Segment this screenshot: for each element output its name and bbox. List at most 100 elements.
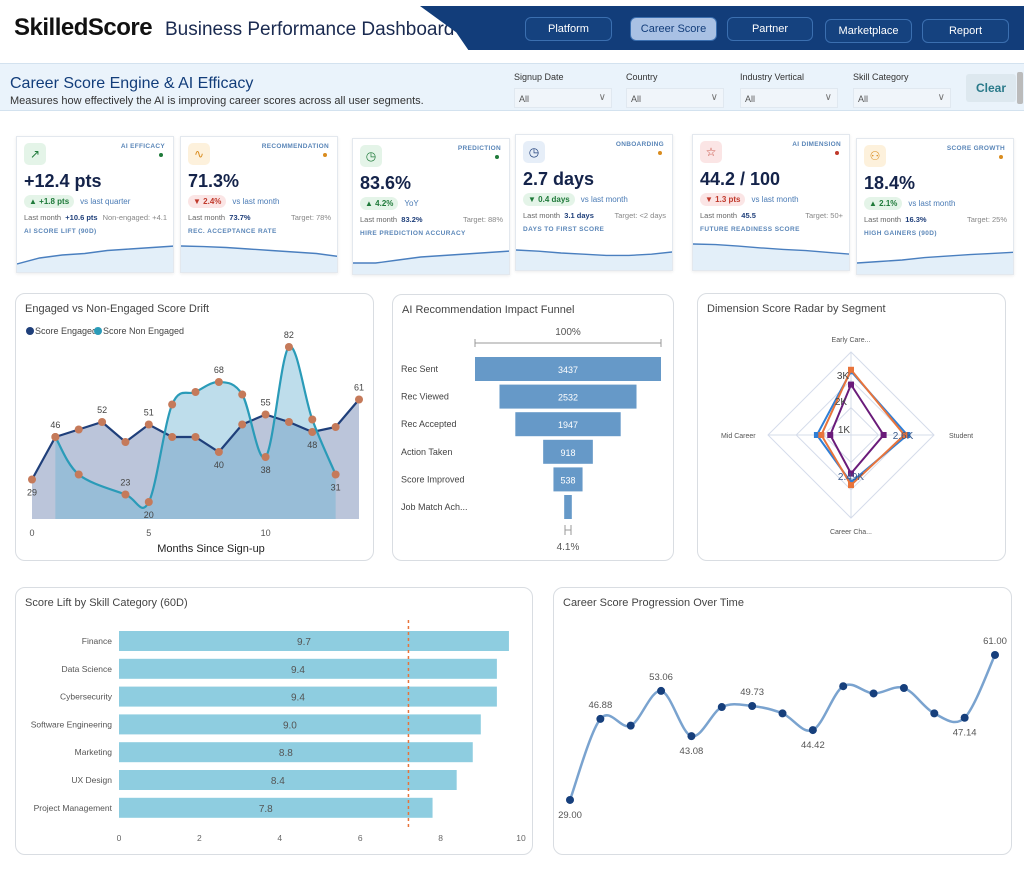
funnel-bar [543,439,593,464]
data-label: 61 [354,383,364,393]
x-tick-label: 6 [358,833,363,843]
radar-point [848,381,854,388]
legend-marker [94,327,102,335]
funnel-value: 1947 [558,420,578,430]
nav-partner[interactable]: Partner [727,17,813,41]
sparkline [693,243,849,270]
nav-marketplace[interactable]: Marketplace [825,19,912,43]
funnel-bar [553,467,583,492]
data-label: 29 [27,488,37,498]
filter-label: Signup Date [514,72,564,82]
data-label: 38 [261,465,271,475]
x-tick-label: 0 [29,528,34,538]
category-label: UX Design [71,775,112,785]
category-label: Software Engineering [31,719,113,729]
kpi-tag: RECOMMENDATION [261,143,329,150]
bar-value-label: 9.4 [291,693,305,704]
drift-chart-card: Engaged vs Non-Engaged Score Drift Score… [15,293,374,561]
scrollbar[interactable] [1017,72,1023,104]
kpi-card-onboarding: ◷ ONBOARDING 2.7 days ▼ 0.4 days vs last … [515,134,673,271]
legend-item: Score Non Engaged [94,326,184,336]
filter-dropdown[interactable]: All ∨ [853,88,951,108]
chart-title: AI Recommendation Impact Funnel [402,304,575,316]
compare-label: vs last quarter [80,197,131,206]
kpi-name: REC. ACCEPTANCE RATE [188,228,277,235]
data-label: 61.00 [983,636,1007,647]
clear-filters-button[interactable]: Clear [966,74,1016,102]
last-month: Last month 83.2% [360,215,423,224]
bar-value-label: 9.0 [283,720,297,731]
status-dot [159,153,163,157]
kpi-card-ai-dimension: ☆ AI DIMENSION 44.2 / 100 ▼ 1.3 pts vs la… [692,134,850,271]
x-tick-label: 10 [516,833,526,843]
change-badge: ▲ 2.1% [864,197,903,210]
skill-chart-card: Score Lift by Skill Category (60D) Finan… [15,587,533,855]
funnel-stage-label: Rec Sent [401,364,439,374]
tick-label: 1K [838,425,851,436]
change-badge: ▲ +1.8 pts [24,195,75,208]
filter-dropdown[interactable]: All ∨ [626,88,724,108]
data-point [748,702,757,711]
sparkline-area [693,244,849,270]
category-label: Finance [82,636,113,646]
kpi-value: +12.4 pts [24,171,102,191]
sparkline-area [516,250,672,270]
tick-label: 3K [837,371,850,382]
data-point [168,433,177,441]
kpi-value: 44.2 / 100 [700,169,781,189]
data-point [238,390,247,399]
kpi-name: HIRE PREDICTION ACCURACY [360,230,466,237]
nav-report[interactable]: Report [922,19,1009,43]
radar-axis-label: Mid Career [721,433,756,440]
data-point [596,714,605,723]
nav-platform[interactable]: Platform [525,17,612,41]
data-point [98,418,107,426]
funnel-chart: 100% Rec Sent 3437 Rec Viewed 2532 Rec Accept… [401,327,662,553]
sparkline-area [17,246,173,272]
kpi-name: FUTURE READINESS SCORE [700,226,800,233]
data-point [717,703,726,712]
data-label: 48 [307,440,317,450]
data-point [626,721,635,730]
clock-icon: ◷ [523,141,545,163]
compare-label: vs last month [908,199,956,208]
data-label: 43.08 [680,746,704,757]
x-axis-title: Months Since Sign-up [157,543,265,555]
header: SkilledScore Business Performance Dashbo… [0,0,1024,52]
kpi-value: 83.6% [360,173,412,193]
radar-point [818,432,825,438]
x-tick-label: 5 [146,528,151,538]
trending-up-icon: ↗ [24,143,46,165]
sparkline [181,245,337,272]
data-label: 46 [50,420,60,430]
data-point [331,423,340,431]
legend-label: Score Non Engaged [103,326,184,336]
bar-value-label: 7.8 [259,804,273,815]
last-month: Last month +10.6 pts [24,213,98,222]
data-point [238,420,247,429]
funnel-bar [515,412,621,437]
radar-point [827,432,834,438]
filter-dropdown[interactable]: All ∨ [514,88,612,108]
data-point [331,470,340,479]
kpi-name: HIGH GAINERS (90D) [864,230,937,237]
kpi-tag: ONBOARDING [615,141,664,148]
radar-point [848,470,854,477]
kpi-name: AI SCORE LIFT (90D) [24,228,97,235]
target-label: Target: 25% [966,215,1007,224]
data-point [687,732,696,741]
filter-dropdown[interactable]: All ∨ [740,88,838,108]
radar-point [848,482,854,489]
kpi-tag: PREDICTION [457,145,501,152]
data-point [144,420,153,429]
radar-axis-label: Early Care... [832,337,871,344]
nav-career-score[interactable]: Career Score [630,17,717,41]
activity-icon: ∿ [188,143,210,165]
radar-point [813,432,820,438]
filter-label: Country [626,72,658,82]
star-icon: ☆ [700,141,722,163]
x-tick-label: 4 [277,833,282,843]
clock-icon: ◷ [360,145,382,167]
target-label: Target: 88% [462,215,503,224]
chart-title: Dimension Score Radar by Segment [707,303,886,315]
